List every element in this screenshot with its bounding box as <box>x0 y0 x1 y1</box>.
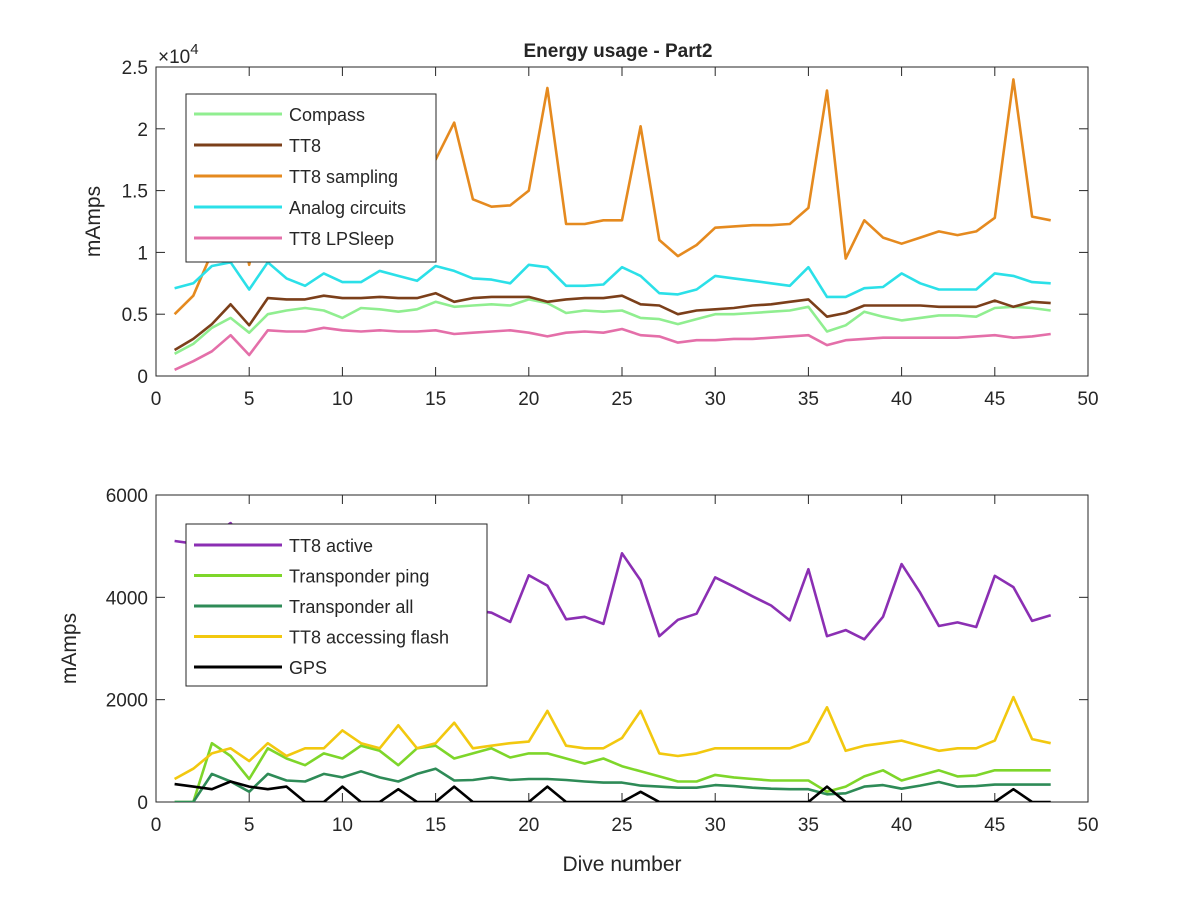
y-tick-label: 0 <box>137 367 148 388</box>
x-tick-label: 30 <box>705 389 726 410</box>
x-tick-label: 50 <box>1077 389 1098 410</box>
legend-label-analog-circuits: Analog circuits <box>289 198 406 218</box>
legend-label-transponder-all: Transponder all <box>289 597 413 617</box>
x-tick-label: 35 <box>798 815 819 836</box>
x-tick-label: 5 <box>244 389 255 410</box>
legend-label-tt8-accessing-flash: TT8 accessing flash <box>289 628 449 648</box>
legend-label-tt8: TT8 <box>289 136 321 156</box>
series-line-transponder-all <box>174 767 1051 802</box>
y-axis-label: mAmps <box>82 186 105 257</box>
series-line-analog-circuits <box>174 260 1051 299</box>
legend: TT8 active Transponder ping Transponder al… <box>185 523 488 687</box>
x-tick-label: 0 <box>151 389 162 410</box>
plot-lines <box>173 521 1052 802</box>
legend-label-tt8-lpsleep: TT8 LPSleep <box>289 229 394 249</box>
y-tick-label: 4000 <box>106 588 148 609</box>
y-tick-label: 0 <box>137 793 148 814</box>
x-tick-label: 25 <box>611 389 632 410</box>
top-axes: 0 5 10 15 20 25 30 35 40 45 5000.511.522.5×104mAmp… <box>82 41 1099 410</box>
legend-label-compass: Compass <box>289 105 365 125</box>
y-tick-label: 1.5 <box>122 182 148 203</box>
x-tick-label: 10 <box>332 815 353 836</box>
legend: Compass TT8 TT8 sampling Analog circuits TT8… <box>185 93 437 263</box>
x-tick-label: 5 <box>244 815 255 836</box>
series-line-transponder-ping <box>174 741 1051 802</box>
legend-box <box>185 93 437 263</box>
legend-label-transponder-ping: Transponder ping <box>289 567 429 587</box>
y-tick-label: 2 <box>137 120 148 141</box>
x-tick-label: 20 <box>518 815 539 836</box>
x-tick-label: 40 <box>891 815 912 836</box>
x-tick-label: 30 <box>705 815 726 836</box>
series-line-tt8-accessing-flash <box>173 695 1051 781</box>
legend-label-tt8-active: TT8 active <box>289 536 373 556</box>
x-tick-label: 45 <box>984 815 1005 836</box>
legend-label-tt8-sampling: TT8 sampling <box>289 167 398 187</box>
x-axis-label: Dive number <box>562 853 681 876</box>
x-tick-label: 40 <box>891 389 912 410</box>
x-tick-label: 15 <box>425 815 446 836</box>
x-tick-label: 35 <box>798 389 819 410</box>
figure-title: Energy usage - Part2 <box>523 41 712 62</box>
x-tick-label: 20 <box>518 389 539 410</box>
series-line-tt8 <box>173 291 1051 352</box>
x-tick-label: 15 <box>425 389 446 410</box>
x-tick-label: 0 <box>151 815 162 836</box>
y-tick-label: 1 <box>137 243 148 264</box>
x-tick-label: 50 <box>1077 815 1098 836</box>
series-line-tt8-lpsleep <box>174 326 1051 371</box>
y-tick-label: 6000 <box>106 486 148 507</box>
y-tick-label: 2000 <box>106 691 148 712</box>
x-tick-label: 25 <box>611 815 632 836</box>
y-exponent-power: 4 <box>190 41 198 58</box>
bottom-axes: 0 5 10 15 20 25 30 35 40 45 50 0 2000 4000 6000 mAmps Di… <box>58 486 1099 876</box>
series-line-compass <box>173 298 1051 355</box>
y-tick-label: 0.5 <box>122 305 148 326</box>
y-axis-label: mAmps <box>58 613 81 684</box>
x-tick-label: 10 <box>332 389 353 410</box>
y-tick-label: 2.5 <box>122 58 148 79</box>
legend-label-gps: GPS <box>289 658 327 678</box>
x-tick-label: 45 <box>984 389 1005 410</box>
